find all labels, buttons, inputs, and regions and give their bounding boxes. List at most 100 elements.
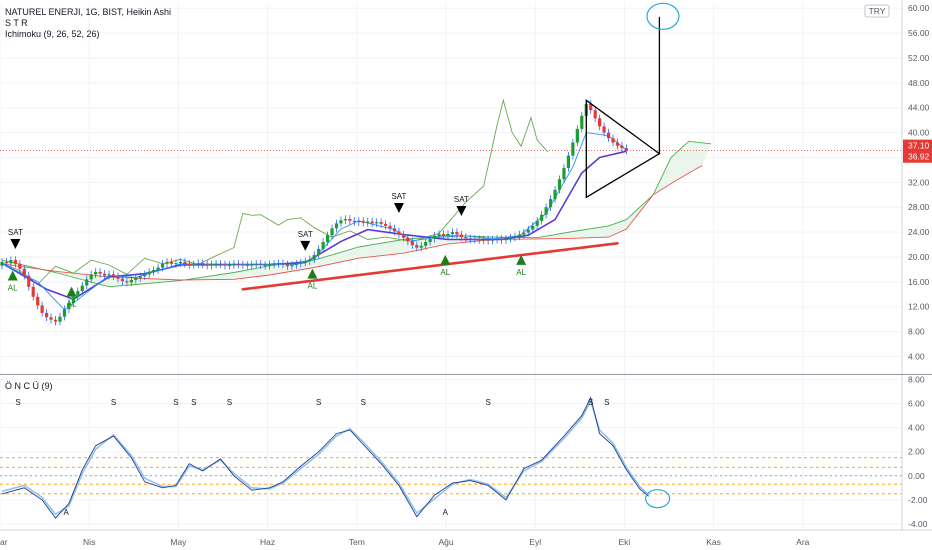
candle-body (361, 220, 365, 223)
candle-body (562, 168, 566, 180)
buy-signal-arrow (516, 254, 527, 265)
oscillator-grid (0, 378, 902, 525)
time-tick-label: Tem (349, 537, 365, 547)
candle-body (129, 279, 133, 283)
candle-body (410, 241, 414, 246)
price-tick-label: 4.00 (908, 351, 925, 361)
candle-body (513, 236, 517, 238)
osc-tick-label: -2.00 (908, 495, 928, 505)
candle-body (450, 232, 455, 234)
candle-body (615, 142, 620, 146)
candle-body (98, 271, 102, 274)
candle-body (156, 267, 160, 271)
candle-body (482, 239, 486, 241)
price-tick-label: 52.00 (908, 53, 930, 63)
candle-body (459, 234, 463, 238)
triangle-pattern (585, 99, 661, 199)
candle-body (250, 264, 254, 266)
time-tick-label: Kas (706, 537, 721, 547)
target-ellipse (646, 2, 680, 30)
candle-body (22, 268, 26, 276)
buy-signal-arrow (307, 268, 318, 279)
candle-body (330, 228, 334, 236)
candle-body (540, 214, 544, 221)
buy-signal-label: AL (8, 283, 18, 292)
price-grid (0, 2, 902, 530)
candle-body (165, 261, 169, 264)
candle-body (285, 264, 290, 267)
candle-body (348, 219, 352, 221)
candle-body (160, 263, 165, 268)
candle-body (187, 263, 191, 266)
candle-body (259, 263, 263, 266)
osc-tick-label: 8.00 (908, 374, 925, 384)
oscillator-series: S S S S S S S S S S A A (0, 396, 902, 519)
buy-signal-label: AL (67, 300, 77, 309)
time-tick-label: Haz (260, 537, 275, 547)
candle-body (152, 270, 156, 272)
currency-badge[interactable] (864, 4, 890, 18)
candles (0, 100, 628, 326)
candle-body (67, 302, 71, 310)
osc-s-marker: S (588, 398, 593, 407)
candle-body (236, 263, 240, 265)
candle-body (183, 261, 187, 264)
candle-body (120, 278, 125, 282)
candle-body (437, 233, 441, 236)
osc-s-marker: S (227, 398, 232, 407)
candle-body (276, 263, 281, 265)
candle-body (504, 238, 508, 241)
candle-body (71, 296, 75, 303)
candle-body (428, 238, 432, 243)
osc-s-marker: S (111, 398, 116, 407)
candle-body (138, 276, 142, 279)
sell-signal-arrow (10, 239, 21, 250)
candle-body (419, 245, 423, 248)
candle-body (424, 242, 428, 246)
price-tick-label: 44.00 (908, 103, 930, 113)
candle-body (473, 238, 477, 240)
candle-body (557, 179, 562, 190)
candle-body (232, 263, 236, 266)
candle-body (36, 296, 40, 306)
time-tick-label: ar (0, 537, 8, 547)
osc-tick-label: -4.00 (908, 519, 928, 529)
candle-body (580, 115, 584, 129)
osc-a-marker: A (443, 508, 449, 517)
candle-body (85, 279, 89, 286)
price-tick-label: 56.00 (908, 28, 930, 38)
candle-body (227, 265, 232, 267)
price-tick-label: 40.00 (908, 128, 930, 138)
candle-body (107, 274, 111, 276)
candle-body (388, 225, 392, 229)
chikou-line (1, 98, 549, 285)
signal-markers: SAT AL AL SAT AL SAT AL SAT AL (7, 192, 527, 309)
candle-body (116, 276, 120, 279)
candle-body (620, 145, 624, 149)
candle-body (602, 126, 606, 133)
candle-body (392, 228, 397, 232)
candle-body (606, 132, 611, 139)
buy-signal-label: AL (308, 282, 318, 291)
price-label-text: 37.10 (908, 141, 930, 151)
price-tick-label: 28.00 (908, 202, 930, 212)
candle-body (147, 271, 151, 275)
candle-body (49, 317, 53, 320)
candle-body (499, 238, 504, 241)
sell-signal-arrow (456, 206, 467, 217)
candle-body (290, 265, 294, 267)
candle-body (76, 291, 80, 297)
sell-signal-label: SAT (454, 195, 469, 204)
candle-body (334, 223, 339, 229)
price-label-text: 36.92 (908, 152, 930, 162)
sell-signal-label: SAT (298, 230, 313, 239)
candle-body (31, 286, 35, 297)
candle-body (245, 265, 249, 267)
osc-main-line (1, 396, 649, 519)
candle-body (281, 263, 285, 265)
candle-body (566, 155, 571, 169)
candle-body (325, 235, 330, 243)
price-tick-label: 24.00 (908, 227, 930, 237)
price-tick-label: 16.00 (908, 277, 930, 287)
osc-a-marker: A (64, 508, 70, 517)
